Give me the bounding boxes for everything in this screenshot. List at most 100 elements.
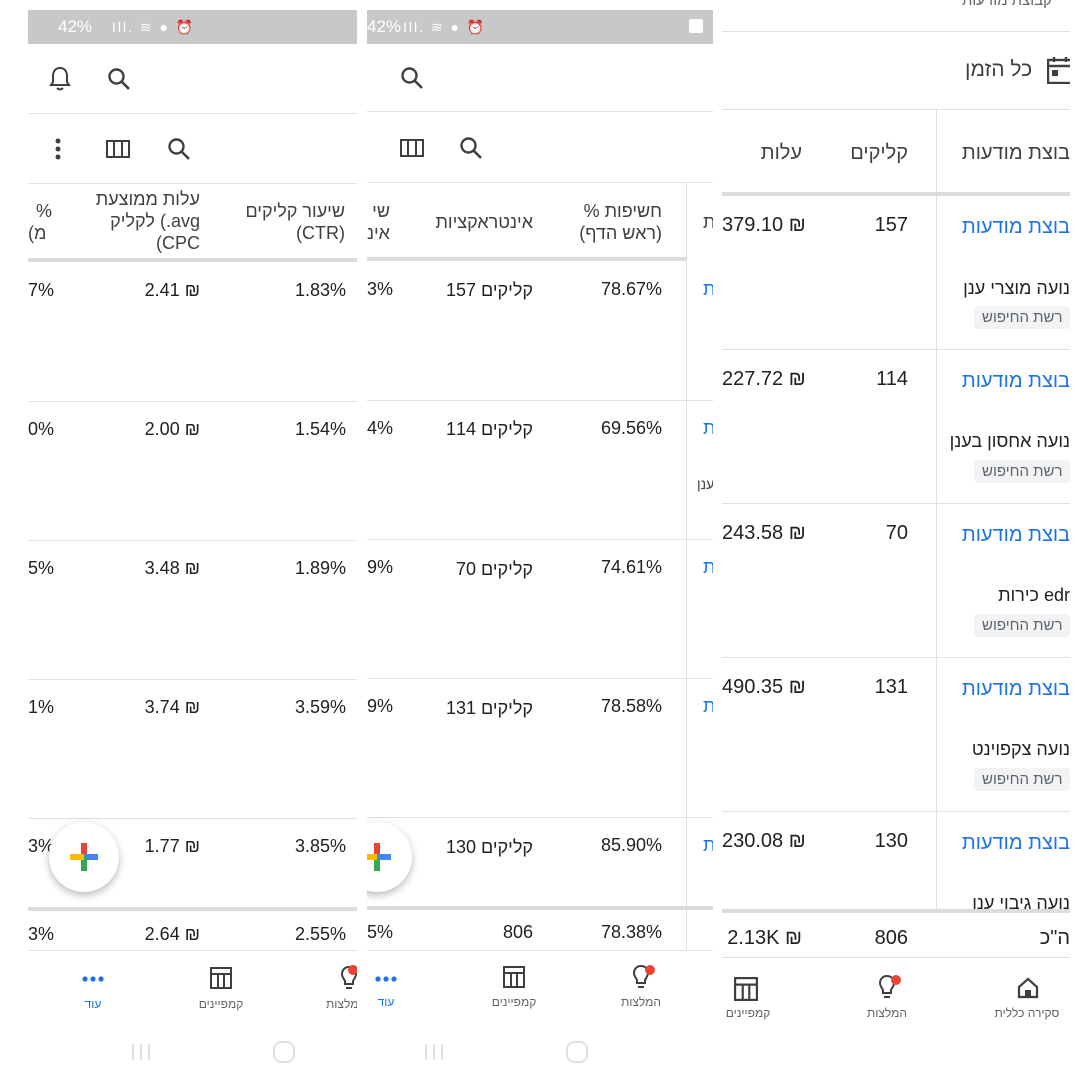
home-icon bbox=[1017, 977, 1039, 999]
nav-recs-label: מלצות bbox=[326, 997, 357, 1011]
cell-avg-cpc: 3.74 ₪ bbox=[144, 697, 200, 717]
cell-clicks: 131 bbox=[874, 676, 908, 698]
column-header-cut[interactable]: % (מ bbox=[28, 201, 53, 243]
cell-link-edge[interactable]: ת bbox=[703, 557, 713, 577]
cell-cost: 379.10 ₪ bbox=[722, 214, 806, 236]
cell-cut: 3% bbox=[28, 836, 55, 856]
table-search-icon[interactable] bbox=[459, 136, 483, 160]
cell-cut: 9% bbox=[367, 557, 394, 577]
system-home-icon[interactable] bbox=[272, 1034, 296, 1070]
cell-clicks: 70 bbox=[885, 522, 908, 544]
ad-group-link[interactable]: בוצת מודעות bbox=[961, 832, 1070, 854]
screenshot-panel-2: 42% Ill. ≋ ● ⏰ שי אינ אינטראקציות % חשיפ… bbox=[367, 0, 713, 1080]
total-cut: 3% bbox=[28, 924, 55, 944]
screenshot-panel-1: 42% Ill. ≋ ● ⏰ % (מ עלות ממוצעת לקליק (.… bbox=[28, 0, 357, 1080]
nav-recs-label: המלצות bbox=[620, 995, 662, 1009]
notification-badge bbox=[348, 965, 357, 975]
cell-cost: 230.08 ₪ bbox=[722, 830, 806, 852]
cell-cut: 4% bbox=[367, 418, 394, 438]
cell-interactions: 131 קליקים bbox=[445, 698, 533, 718]
column-header-ctr[interactable]: שיעור קליקים (CTR) bbox=[245, 201, 345, 243]
network-chip: רשת החיפוש bbox=[974, 768, 1070, 791]
cell-link-edge[interactable]: ת bbox=[703, 696, 713, 716]
nav-more-label: עוד bbox=[377, 995, 395, 1009]
system-recents-icon[interactable] bbox=[423, 1034, 445, 1070]
cell-cut: 1% bbox=[28, 697, 55, 717]
column-header-interactions[interactable]: אינטראקציות bbox=[435, 212, 533, 232]
cell-interactions: 130 קליקים bbox=[445, 837, 533, 857]
cell-interactions: 157 קליקים bbox=[445, 280, 533, 300]
status-bar: 42% Ill. ≋ ● ⏰ bbox=[28, 10, 357, 44]
column-header-cut[interactable]: שי אינ bbox=[367, 201, 390, 243]
network-chip: רשת החיפוש bbox=[974, 614, 1070, 637]
cell-campaign-name: כירות edr bbox=[998, 585, 1070, 605]
cell-cut: 3% bbox=[367, 279, 394, 299]
cell-top-impr: 85.90% bbox=[600, 835, 662, 855]
nav-more-label: עוד bbox=[84, 997, 102, 1011]
nav-campaigns-label: קמפיינים bbox=[198, 997, 244, 1011]
cell-cut: 9% bbox=[367, 696, 394, 716]
cell-cost: 227.72 ₪ bbox=[722, 368, 806, 390]
cell-cut: 7% bbox=[28, 280, 55, 300]
ad-group-link[interactable]: בוצת מודעות bbox=[961, 524, 1070, 546]
cell-link-edge[interactable]: ת bbox=[703, 279, 713, 299]
total-ctr: 2.55% bbox=[294, 924, 346, 944]
system-recents-icon[interactable] bbox=[130, 1034, 152, 1070]
cell-top-impr: 78.58% bbox=[600, 696, 662, 716]
checkbox-status-icon bbox=[689, 19, 703, 33]
cell-cost: 243.58 ₪ bbox=[722, 522, 806, 544]
plus-icon bbox=[367, 843, 391, 871]
table-search-icon[interactable] bbox=[167, 137, 191, 161]
plus-icon bbox=[70, 843, 98, 871]
status-icons: Ill. ≋ ● ⏰ bbox=[112, 19, 196, 35]
column-header-ad-group[interactable]: בוצת מודעות bbox=[961, 142, 1070, 164]
bottom-nav: עוד קמפיינים המלצות bbox=[367, 950, 713, 1021]
ad-group-link[interactable]: בוצת מודעות bbox=[961, 370, 1070, 392]
calendar-icon bbox=[1047, 57, 1070, 84]
total-interactions: 806 bbox=[502, 922, 533, 942]
cell-cut: 0% bbox=[28, 419, 55, 439]
cell-ctr: 1.54% bbox=[294, 419, 346, 439]
system-home-icon[interactable] bbox=[565, 1034, 589, 1070]
columns-icon[interactable] bbox=[106, 140, 130, 158]
cell-cut: 5% bbox=[28, 558, 55, 578]
columns-icon[interactable] bbox=[400, 139, 424, 157]
bottom-nav: עוד קמפיינים מלצות bbox=[28, 950, 357, 1021]
nav-overview-label: סקירה כללית bbox=[994, 1006, 1060, 1020]
cell-campaign-name: נועה מוצרי ענן bbox=[963, 278, 1070, 298]
column-header-cut-edge: ת bbox=[703, 212, 713, 232]
search-icon[interactable] bbox=[107, 67, 131, 91]
screenshot-panel-3: קבוצת מודעות כל הזמן עלות קליקים בוצת מו… bbox=[722, 0, 1070, 1080]
cell-ctr: 1.89% bbox=[294, 558, 346, 578]
total-label: ה"כ bbox=[1039, 927, 1070, 949]
campaigns-icon bbox=[503, 966, 525, 988]
add-fab-button[interactable] bbox=[367, 822, 412, 892]
column-header-cost[interactable]: עלות bbox=[760, 142, 802, 164]
add-fab-button[interactable] bbox=[49, 822, 119, 892]
search-icon[interactable] bbox=[400, 66, 424, 90]
cell-avg-cpc: 2.00 ₪ bbox=[144, 419, 200, 439]
cell-interactions: 70 קליקים bbox=[455, 559, 533, 579]
total-clicks: 806 bbox=[874, 927, 908, 949]
notifications-icon[interactable] bbox=[48, 66, 72, 92]
cell-clicks: 130 bbox=[874, 830, 908, 852]
notification-badge bbox=[645, 965, 655, 975]
ad-group-link[interactable]: בוצת מודעות bbox=[961, 216, 1070, 238]
ad-group-link[interactable]: בוצת מודעות bbox=[961, 678, 1070, 700]
cell-top-impr: 78.67% bbox=[600, 279, 662, 299]
cell-ctr: 3.59% bbox=[294, 697, 346, 717]
status-icons: Ill. ≋ ● ⏰ bbox=[403, 19, 487, 35]
status-bar: 42% Ill. ≋ ● ⏰ bbox=[367, 10, 713, 44]
column-header-top-impr[interactable]: % חשיפות (ראש הדף) bbox=[579, 201, 662, 243]
cell-avg-cpc: 2.41 ₪ bbox=[144, 280, 200, 300]
network-chip: רשת החיפוש bbox=[974, 306, 1070, 329]
more-horiz-icon bbox=[82, 976, 104, 982]
total-top-impr: 78.38% bbox=[600, 922, 662, 942]
cell-campaign-name: נועה גיבוי ענן bbox=[972, 893, 1070, 913]
column-header-avg-cpc[interactable]: עלות ממוצעת לקליק (.avg (CPC bbox=[95, 189, 200, 253]
cell-link-edge[interactable]: ת bbox=[703, 835, 713, 855]
column-header-clicks[interactable]: קליקים bbox=[850, 142, 908, 164]
cell-top-impr: 69.56% bbox=[600, 418, 662, 438]
more-vert-icon[interactable] bbox=[54, 137, 62, 161]
cell-link-edge[interactable]: ת bbox=[703, 418, 713, 438]
